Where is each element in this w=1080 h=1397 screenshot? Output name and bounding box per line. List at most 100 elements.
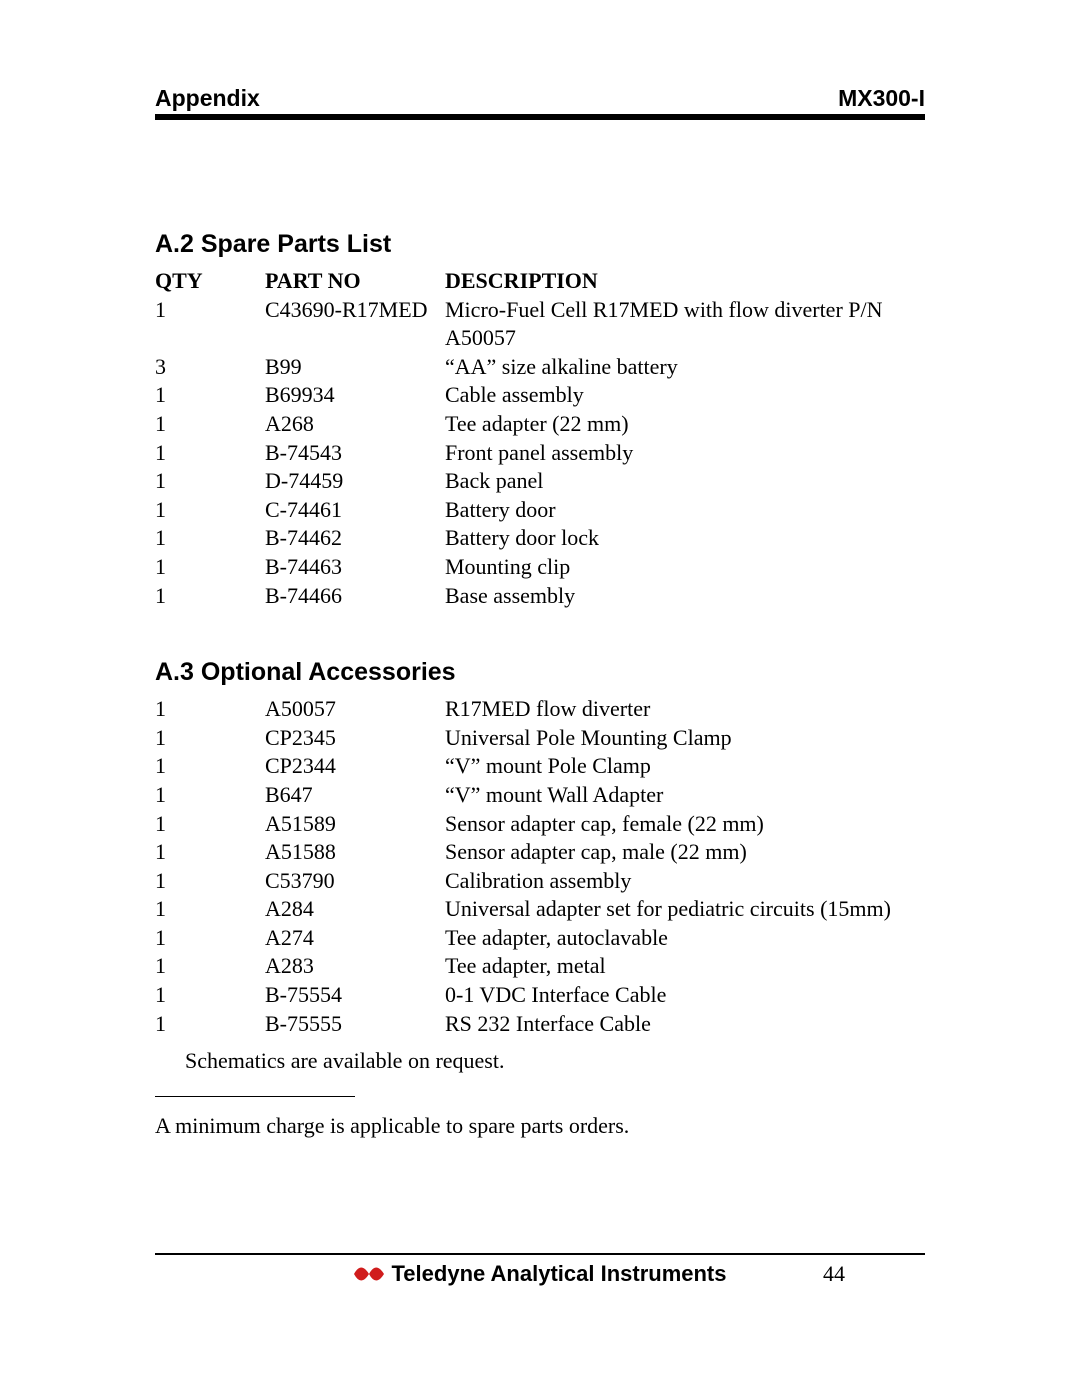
cell-part: A274 bbox=[265, 924, 445, 953]
section-title-optional: A.3 Optional Accessories bbox=[155, 658, 925, 687]
cell-part: CP2345 bbox=[265, 724, 445, 753]
table-row: 1B69934Cable assembly bbox=[155, 381, 925, 410]
cell-desc: Front panel assembly bbox=[445, 439, 925, 468]
cell-qty: 1 bbox=[155, 781, 265, 810]
teledyne-logo-icon bbox=[354, 1264, 384, 1284]
col-header-part: PART NO bbox=[265, 267, 445, 296]
cell-qty: 1 bbox=[155, 1010, 265, 1039]
section-title-spare: A.2 Spare Parts List bbox=[155, 230, 925, 259]
note-mincharge: A minimum charge is applicable to spare … bbox=[155, 1113, 925, 1139]
table-row: 1CP2345Universal Pole Mounting Clamp bbox=[155, 724, 925, 753]
cell-desc: Base assembly bbox=[445, 582, 925, 611]
cell-desc: Mounting clip bbox=[445, 553, 925, 582]
cell-qty: 1 bbox=[155, 838, 265, 867]
table-header-row: QTY PART NO DESCRIPTION bbox=[155, 267, 925, 296]
col-header-desc: DESCRIPTION bbox=[445, 267, 925, 296]
cell-qty: 1 bbox=[155, 410, 265, 439]
table-row: 1B-755540-1 VDC Interface Cable bbox=[155, 981, 925, 1010]
cell-qty: 1 bbox=[155, 553, 265, 582]
table-row: 1B-74543Front panel assembly bbox=[155, 439, 925, 468]
cell-part: B99 bbox=[265, 353, 445, 382]
col-header-qty: QTY bbox=[155, 267, 265, 296]
cell-qty: 1 bbox=[155, 439, 265, 468]
cell-part: B69934 bbox=[265, 381, 445, 410]
cell-part: C43690-R17MED bbox=[265, 296, 445, 353]
table-row: 1A283Tee adapter, metal bbox=[155, 952, 925, 981]
cell-qty: 1 bbox=[155, 810, 265, 839]
table-row: 1B-74462Battery door lock bbox=[155, 524, 925, 553]
table-row: 1A268Tee adapter (22 mm) bbox=[155, 410, 925, 439]
table-row: 1A51588Sensor adapter cap, male (22 mm) bbox=[155, 838, 925, 867]
cell-part: A268 bbox=[265, 410, 445, 439]
cell-desc: Universal Pole Mounting Clamp bbox=[445, 724, 925, 753]
optional-accessories-table: 1A50057R17MED flow diverter 1CP2345Unive… bbox=[155, 695, 925, 1038]
cell-qty: 1 bbox=[155, 952, 265, 981]
cell-qty: 1 bbox=[155, 867, 265, 896]
table-row: 1B-75555RS 232 Interface Cable bbox=[155, 1010, 925, 1039]
cell-desc: Battery door lock bbox=[445, 524, 925, 553]
footer-brand: Teledyne Analytical Instruments bbox=[392, 1261, 727, 1287]
cell-part: C53790 bbox=[265, 867, 445, 896]
cell-desc: Battery door bbox=[445, 496, 925, 525]
table-row: 1C53790Calibration assembly bbox=[155, 867, 925, 896]
table-row: 1A51589Sensor adapter cap, female (22 mm… bbox=[155, 810, 925, 839]
cell-part: B-75554 bbox=[265, 981, 445, 1010]
cell-desc: Sensor adapter cap, male (22 mm) bbox=[445, 838, 925, 867]
cell-desc: Tee adapter, metal bbox=[445, 952, 925, 981]
cell-qty: 1 bbox=[155, 467, 265, 496]
cell-part: B-74543 bbox=[265, 439, 445, 468]
cell-part: B-75555 bbox=[265, 1010, 445, 1039]
cell-qty: 1 bbox=[155, 381, 265, 410]
header-left: Appendix bbox=[155, 85, 260, 112]
cell-part: A283 bbox=[265, 952, 445, 981]
header-rule bbox=[155, 114, 925, 120]
cell-part: B-74462 bbox=[265, 524, 445, 553]
cell-qty: 1 bbox=[155, 524, 265, 553]
cell-desc: Back panel bbox=[445, 467, 925, 496]
footer-rule bbox=[155, 1253, 925, 1255]
table-row: 1B-74463Mounting clip bbox=[155, 553, 925, 582]
cell-part: CP2344 bbox=[265, 752, 445, 781]
cell-part: A50057 bbox=[265, 695, 445, 724]
cell-qty: 1 bbox=[155, 695, 265, 724]
cell-part: B-74463 bbox=[265, 553, 445, 582]
cell-desc: 0-1 VDC Interface Cable bbox=[445, 981, 925, 1010]
page-footer: Teledyne Analytical Instruments 44 bbox=[155, 1253, 925, 1287]
table-row: 1CP2344“V” mount Pole Clamp bbox=[155, 752, 925, 781]
cell-desc: Cable assembly bbox=[445, 381, 925, 410]
page: Appendix MX300-I A.2 Spare Parts List QT… bbox=[0, 0, 1080, 1397]
table-row: 1B-74466Base assembly bbox=[155, 582, 925, 611]
cell-part: A284 bbox=[265, 895, 445, 924]
cell-part: D-74459 bbox=[265, 467, 445, 496]
note-schematics: Schematics are available on request. bbox=[155, 1048, 925, 1074]
cell-desc: Micro-Fuel Cell R17MED with flow diverte… bbox=[445, 296, 925, 353]
cell-qty: 3 bbox=[155, 353, 265, 382]
cell-part: A51588 bbox=[265, 838, 445, 867]
cell-desc: Universal adapter set for pediatric circ… bbox=[445, 895, 925, 924]
cell-desc: R17MED flow diverter bbox=[445, 695, 925, 724]
cell-desc: “V” mount Wall Adapter bbox=[445, 781, 925, 810]
cell-qty: 1 bbox=[155, 496, 265, 525]
cell-desc: RS 232 Interface Cable bbox=[445, 1010, 925, 1039]
cell-part: B647 bbox=[265, 781, 445, 810]
cell-qty: 1 bbox=[155, 296, 265, 353]
cell-desc: Calibration assembly bbox=[445, 867, 925, 896]
table-row: 1A50057R17MED flow diverter bbox=[155, 695, 925, 724]
page-header: Appendix MX300-I bbox=[155, 85, 925, 114]
table-row: 1A284Universal adapter set for pediatric… bbox=[155, 895, 925, 924]
cell-desc: “V” mount Pole Clamp bbox=[445, 752, 925, 781]
cell-part: A51589 bbox=[265, 810, 445, 839]
divider-short bbox=[155, 1096, 355, 1097]
cell-qty: 1 bbox=[155, 724, 265, 753]
cell-desc: Tee adapter, autoclavable bbox=[445, 924, 925, 953]
cell-qty: 1 bbox=[155, 981, 265, 1010]
cell-qty: 1 bbox=[155, 752, 265, 781]
cell-qty: 1 bbox=[155, 924, 265, 953]
cell-desc: “AA” size alkaline battery bbox=[445, 353, 925, 382]
cell-desc: Tee adapter (22 mm) bbox=[445, 410, 925, 439]
table-row: 1B647“V” mount Wall Adapter bbox=[155, 781, 925, 810]
footer-row: Teledyne Analytical Instruments 44 bbox=[155, 1261, 925, 1287]
spare-parts-table: QTY PART NO DESCRIPTION 1C43690-R17MEDMi… bbox=[155, 267, 925, 610]
cell-qty: 1 bbox=[155, 582, 265, 611]
cell-desc: Sensor adapter cap, female (22 mm) bbox=[445, 810, 925, 839]
